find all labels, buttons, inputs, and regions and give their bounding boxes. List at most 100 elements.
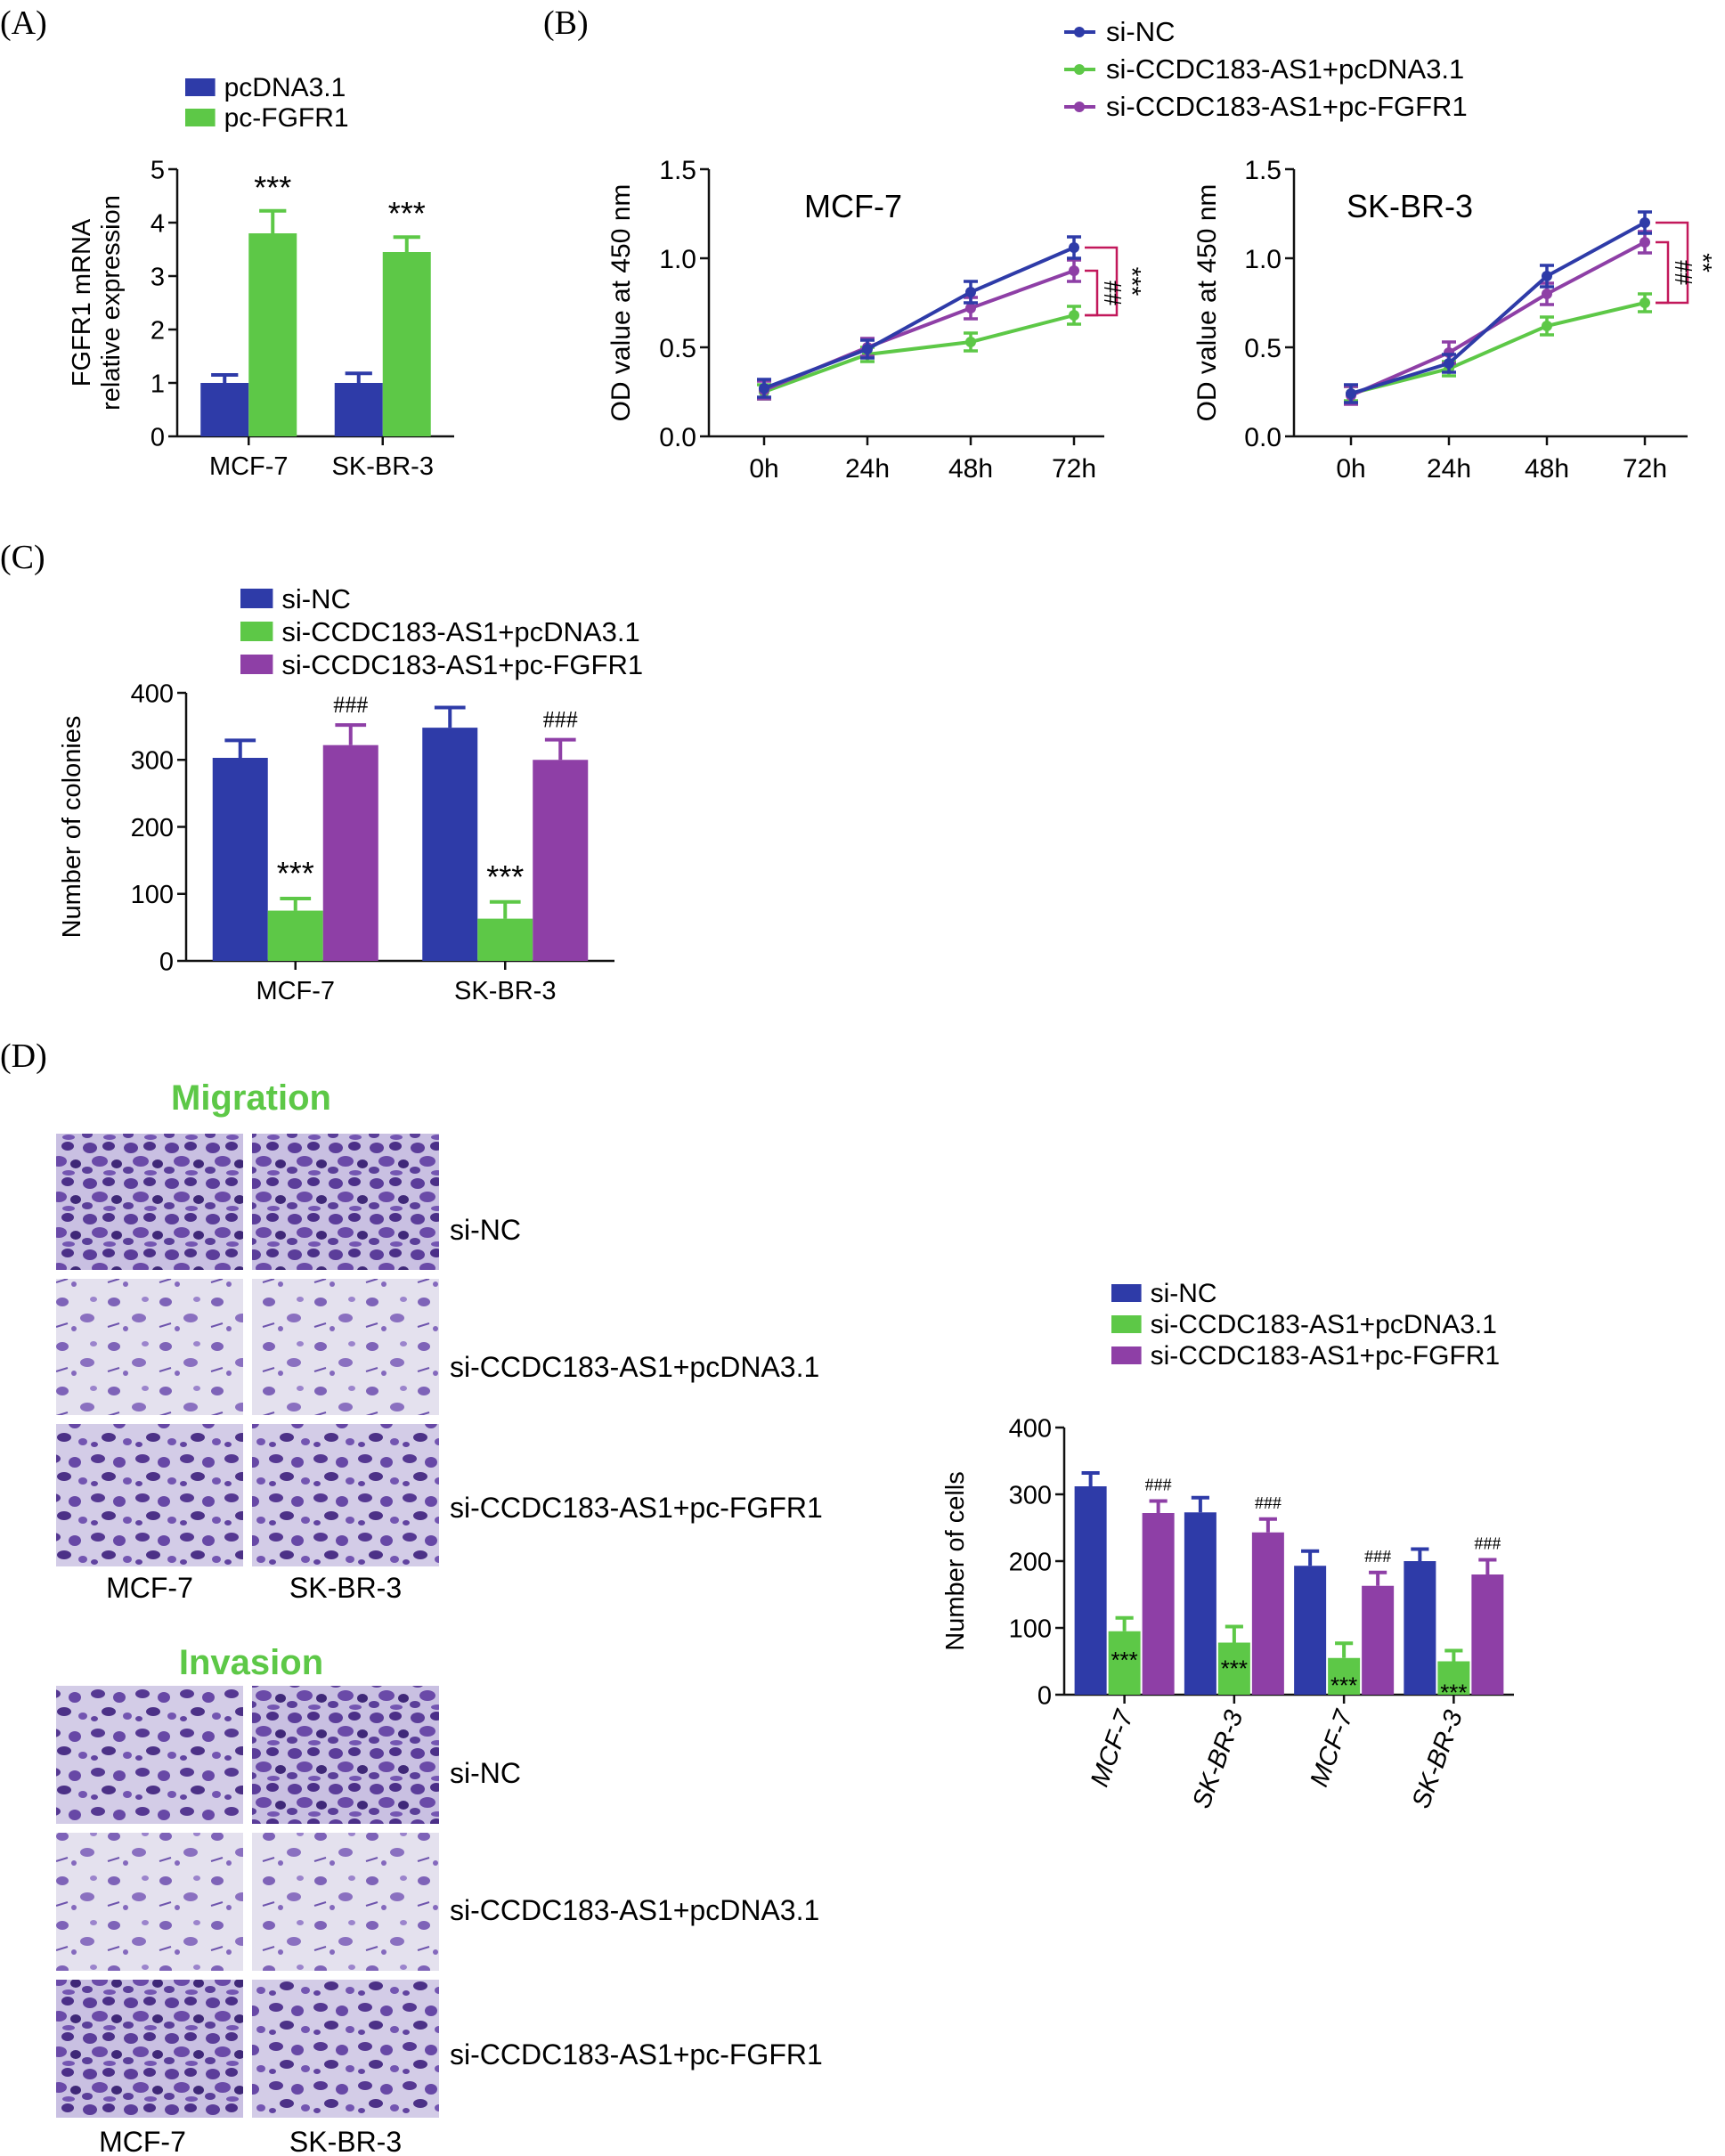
bracket-label-outer: *** (1119, 267, 1146, 297)
legend-label: si-NC (1106, 16, 1176, 47)
bar-si-ccdc183-as1-pcdna3-1 (1217, 1642, 1250, 1695)
point-si-ccdc183-as1-pcdna3-1 (1640, 297, 1650, 308)
legend-label: si-CCDC183-AS1+pcDNA3.1 (1106, 53, 1464, 85)
line-si-nc (763, 246, 1075, 390)
legend-b: si-NC si-CCDC183-AS1+pcDNA3.1 si-CCDC183-A… (1064, 16, 1468, 122)
micrograph-migration-mcf7-pcdna (56, 1279, 243, 1415)
chart-a: 0 1 2 3 4 5 FGFR1 mRNA relative expression MCF-7… (68, 73, 454, 481)
y-tick-label: 0 (1037, 1681, 1052, 1710)
col-label: SK-BR-3 (289, 2126, 402, 2156)
point-si-ccdc183-as1-pc-fgfr1 (965, 303, 976, 313)
x-tick-label: SK-BR-3 (454, 977, 556, 1005)
y-tick-label: 300 (131, 747, 174, 776)
point-si-ccdc183-as1-pc-fgfr1 (1542, 289, 1552, 299)
chart-title: MCF-7 (804, 188, 902, 224)
significance-stars: *** (1111, 1647, 1137, 1673)
micrograph-invasion-skbr3-sinc (252, 1686, 439, 1824)
bar-si-ccdc183-as1-pcdna3-1 (1108, 1631, 1141, 1695)
bar-si-ccdc183-as1-pcdna3-1 (477, 918, 533, 961)
significance-stars: *** (1221, 1656, 1248, 1682)
legend-marker-si-ccdc183-as1-pcdna3-1 (1074, 64, 1085, 75)
bar-si-ccdc183-as1-pc-fgfr1 (1471, 1574, 1504, 1695)
y-tick-label: 300 (1009, 1481, 1052, 1509)
line-si-ccdc183-as1-pcdna3-1 (1350, 301, 1646, 395)
x-tick-label: SK-BR-3 (1407, 1706, 1469, 1811)
y-tick-label: 2 (151, 316, 165, 345)
y-tick-label: 100 (1009, 1615, 1052, 1643)
bracket-outer (1085, 246, 1119, 317)
x-tick-label: MCF-7 (1305, 1705, 1359, 1791)
micrograph-invasion-mcf7-pcdna (56, 1833, 243, 1971)
bracket-outer (1656, 221, 1689, 305)
x-tick-label: MCF-7 (1086, 1705, 1140, 1791)
chart-b-mcf7: 0.0 0.5 1.0 1.5 OD value at 450 nm 0h 24h 48h 72… (606, 156, 1146, 484)
point-si-nc (965, 287, 976, 297)
legend-swatch-si-ccdc183-as1-pcdna3-1 (240, 622, 273, 641)
bar-si-nc (1294, 1566, 1327, 1695)
point-si-ccdc183-as1-pc-fgfr1 (1069, 265, 1079, 276)
bar-pcdna3-1 (334, 383, 383, 436)
micrograph-invasion-skbr3-pcdna (252, 1833, 439, 1971)
row-label: si-CCDC183-AS1+pc-FGFR1 (450, 1492, 823, 1524)
bar-si-ccdc183-as1-pcdna3-1 (1437, 1661, 1470, 1695)
point-si-ccdc183-as1-pc-fgfr1 (1640, 237, 1650, 248)
hash-annotation: ### (543, 707, 578, 733)
legend-swatch-si-nc (1111, 1284, 1142, 1302)
col-label: MCF-7 (99, 2126, 186, 2156)
legend-label: pcDNA3.1 (224, 73, 346, 102)
y-tick-label: 0.5 (659, 334, 696, 363)
legend-marker-si-nc (1074, 27, 1085, 37)
legend-label: si-CCDC183-AS1+pcDNA3.1 (1151, 1310, 1497, 1339)
legend-swatch-pcdna3-1 (185, 78, 216, 96)
significance-stars: *** (1440, 1680, 1467, 1706)
legend-label: si-CCDC183-AS1+pc-FGFR1 (281, 649, 643, 680)
legend-label: si-NC (281, 583, 351, 614)
x-tick-label: 0h (1336, 454, 1365, 484)
y-tick-label: 100 (131, 881, 174, 909)
point-si-ccdc183-as1-pcdna3-1 (1069, 310, 1079, 321)
bracket-inner (1085, 269, 1099, 317)
y-axis-label: OD value at 450 nm (606, 184, 636, 422)
hash-annotation: ### (1474, 1534, 1501, 1554)
legend-swatch-si-ccdc183-as1-pc-fgfr1 (1111, 1346, 1142, 1364)
significance-stars: *** (388, 195, 426, 232)
panel-label-a: (A) (0, 4, 47, 42)
micrograph-invasion-mcf7-fgfr1 (56, 1980, 243, 2118)
legend-label: si-CCDC183-AS1+pcDNA3.1 (281, 616, 639, 647)
micrograph-migration-mcf7-fgfr1 (56, 1424, 243, 1566)
bracket-inner (1656, 240, 1670, 305)
significance-stars: *** (277, 855, 314, 891)
y-tick-label: 1.0 (659, 245, 696, 274)
col-label: MCF-7 (106, 1572, 193, 1604)
y-tick-label: 4 (151, 209, 165, 238)
micrograph-invasion-mcf7-sinc (56, 1686, 243, 1824)
point-si-nc (1542, 271, 1552, 281)
y-axis-label: Number of colonies (58, 716, 86, 939)
row-label: si-NC (450, 1214, 521, 1246)
bar-si-ccdc183-as1-pc-fgfr1 (322, 744, 378, 961)
panel-label-d: (D) (0, 1037, 47, 1075)
point-si-nc (1069, 242, 1079, 253)
y-axis-label: OD value at 450 nm (1192, 184, 1222, 422)
micrograph-migration-skbr3-sinc (252, 1134, 439, 1270)
x-tick-label: 72h (1623, 454, 1667, 484)
y-tick-label: 0.0 (659, 423, 696, 452)
legend-label: si-NC (1151, 1279, 1217, 1308)
y-tick-label: 400 (1009, 1414, 1052, 1443)
hash-annotation: ### (333, 692, 368, 718)
bar-pcdna3-1 (200, 383, 249, 436)
y-tick-label: 400 (131, 679, 174, 708)
invasion-block: Invasion si-NC si-CCDC183-AS1+pcDNA3.1 s… (56, 1643, 823, 2156)
micrograph-migration-mcf7-sinc (56, 1134, 243, 1270)
point-si-nc (1640, 217, 1650, 228)
y-axis-label: relative expression (97, 195, 126, 411)
col-label: SK-BR-3 (289, 1572, 402, 1604)
x-tick-label: 48h (948, 454, 993, 484)
panel-label-b: (B) (543, 4, 589, 42)
micrograph-migration-skbr3-pcdna (252, 1279, 439, 1415)
point-si-nc (759, 383, 769, 394)
y-tick-label: 1.0 (1244, 245, 1282, 274)
y-tick-label: 0.5 (1244, 334, 1282, 363)
bracket-label-outer: ** (1689, 253, 1717, 273)
